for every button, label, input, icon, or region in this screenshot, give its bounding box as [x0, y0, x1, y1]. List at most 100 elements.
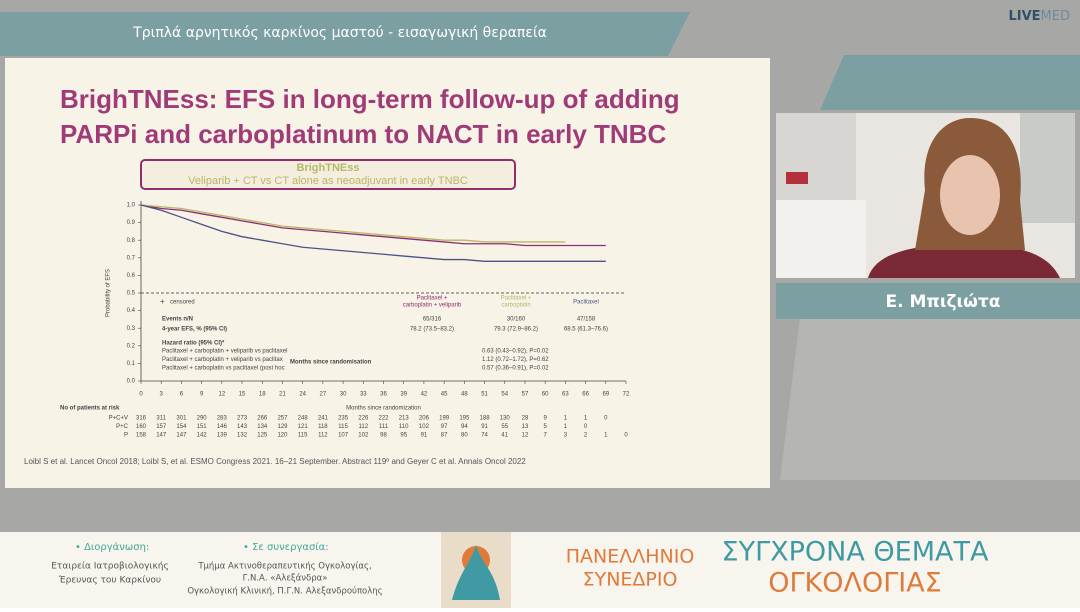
at-risk-count: 158: [136, 433, 147, 439]
video-face: [940, 155, 1000, 235]
y-tick-label: 1.0: [127, 203, 136, 209]
x-axis-label: Months since randomization: [346, 406, 421, 412]
x-tick-label: 72: [623, 392, 630, 398]
at-risk-label: No of patients at risk: [60, 406, 120, 412]
decor: [820, 55, 1080, 110]
y-tick-label: 0.0: [127, 379, 136, 385]
event-theme: ΣΥΓΧΡΟΝΑ ΘΕΜΑΤΑ: [722, 537, 989, 568]
at-risk-count: 3: [564, 433, 568, 439]
x-tick-label: 60: [542, 392, 549, 398]
at-risk-count: 248: [298, 416, 309, 422]
at-risk-count: 111: [379, 424, 389, 430]
y-tick-label: 0.2: [127, 343, 136, 349]
x-tick-label: 54: [501, 392, 508, 398]
at-risk-count: 118: [318, 424, 328, 430]
at-risk-name: P: [124, 433, 128, 439]
at-risk-count: 1: [604, 433, 608, 439]
video-object: [786, 172, 808, 184]
row-cell: 30/160: [507, 317, 526, 323]
x-tick-label: 3: [160, 392, 164, 398]
row-label: Events n/N: [162, 317, 193, 323]
y-tick-label: 0.3: [127, 326, 136, 332]
x-tick-label: 24: [299, 392, 306, 398]
at-risk-count: 1: [564, 424, 568, 430]
at-risk-count: 110: [399, 424, 409, 430]
at-risk-count: 13: [522, 424, 529, 430]
at-risk-count: 28: [522, 416, 529, 422]
at-risk-count: 143: [237, 424, 248, 430]
at-risk-count: 97: [441, 424, 448, 430]
at-risk-count: 87: [441, 433, 448, 439]
at-risk-count: 311: [156, 416, 166, 422]
x-tick-label: 15: [239, 392, 246, 398]
hazard-value: 1.12 (0.72–1.72), P=0.62: [482, 357, 549, 363]
at-risk-count: 120: [277, 433, 288, 439]
column-header: Paclitaxel +: [501, 296, 532, 302]
footer-text: Έρευνας του Καρκίνου: [58, 576, 161, 586]
at-risk-count: 316: [136, 416, 147, 422]
at-risk-name: P+C+V: [109, 416, 128, 422]
video: [776, 113, 1075, 278]
at-risk-count: 91: [421, 433, 428, 439]
at-risk-count: 257: [277, 416, 288, 422]
at-risk-count: 94: [461, 424, 468, 430]
at-risk-count: 112: [359, 424, 369, 430]
slide: [5, 58, 770, 488]
row-cell: 79.3 (72.9–86.2): [494, 327, 538, 333]
at-risk-count: 74: [481, 433, 488, 439]
at-risk-count: 7: [543, 433, 547, 439]
y-tick-label: 0.8: [127, 238, 136, 244]
at-risk-count: 80: [461, 433, 468, 439]
at-risk-count: 0: [624, 433, 628, 439]
event-name: ΠΑΝΕΛΛΗΝΙΟ: [566, 546, 695, 568]
at-risk-count: 290: [197, 416, 208, 422]
x-tick-label: 69: [602, 392, 609, 398]
at-risk-count: 12: [522, 433, 529, 439]
at-risk-count: 235: [338, 416, 349, 422]
x-tick-label: 30: [340, 392, 347, 398]
y-axis-label: Probability of EFS: [106, 269, 112, 317]
at-risk-count: 130: [500, 416, 511, 422]
at-risk-count: 1: [584, 416, 588, 422]
at-risk-count: 147: [156, 433, 167, 439]
event-name: ΣΥΝΕΔΡΙΟ: [583, 569, 678, 591]
x-tick-label: 27: [320, 392, 327, 398]
at-risk-count: 226: [358, 416, 369, 422]
logo-shape: [452, 545, 500, 600]
footer-text: Γ.Ν.Α. «Αλεξάνδρα»: [243, 574, 328, 584]
citation: Loibl S et al. Lancet Oncol 2018; Loibl …: [24, 457, 526, 466]
footer-label: • Σε συνεργασία:: [243, 541, 329, 553]
censored-symbol: +: [160, 297, 165, 306]
row-cell: 47/158: [577, 317, 596, 323]
at-risk-count: 55: [501, 424, 508, 430]
at-risk-count: 283: [217, 416, 228, 422]
at-risk-count: 129: [277, 424, 288, 430]
censored-label: censored: [170, 300, 195, 306]
footer-text: Τμήμα Ακτινοθεραπευτικής Ογκολογίας,: [197, 562, 371, 572]
at-risk-count: 41: [501, 433, 508, 439]
column-header: Paclitaxel +: [417, 296, 448, 302]
at-risk-count: 157: [156, 424, 167, 430]
at-risk-count: 115: [338, 424, 348, 430]
x-tick-label: 51: [481, 392, 488, 398]
header-bar: [0, 12, 690, 56]
hazard-comparison: Paclitaxel + carboplatin + veliparib vs …: [162, 357, 283, 363]
row-label: 4-year EFS, % (95% CI): [162, 327, 227, 333]
at-risk-count: 2: [584, 433, 588, 439]
event-theme: ΟΓΚΟΛΟΓΙΑΣ: [768, 568, 942, 599]
x-tick-label: 48: [461, 392, 468, 398]
footer: [0, 532, 1080, 608]
at-risk-count: 195: [459, 416, 470, 422]
at-risk-count: 188: [480, 416, 491, 422]
x-tick-label: 18: [259, 392, 266, 398]
x-tick-label: 21: [279, 392, 286, 398]
at-risk-count: 151: [197, 424, 208, 430]
at-risk-count: 5: [543, 424, 547, 430]
study-subtitle: Veliparib + CT vs CT alone as neoadjuvan…: [188, 175, 468, 187]
footer-label: • Διοργάνωση:: [75, 541, 149, 553]
speaker-name: Ε. Μπιζιώτα: [886, 292, 1001, 312]
at-risk-count: 132: [237, 433, 248, 439]
slide-title: PARPi and carboplatinum to NACT in early…: [60, 119, 666, 149]
